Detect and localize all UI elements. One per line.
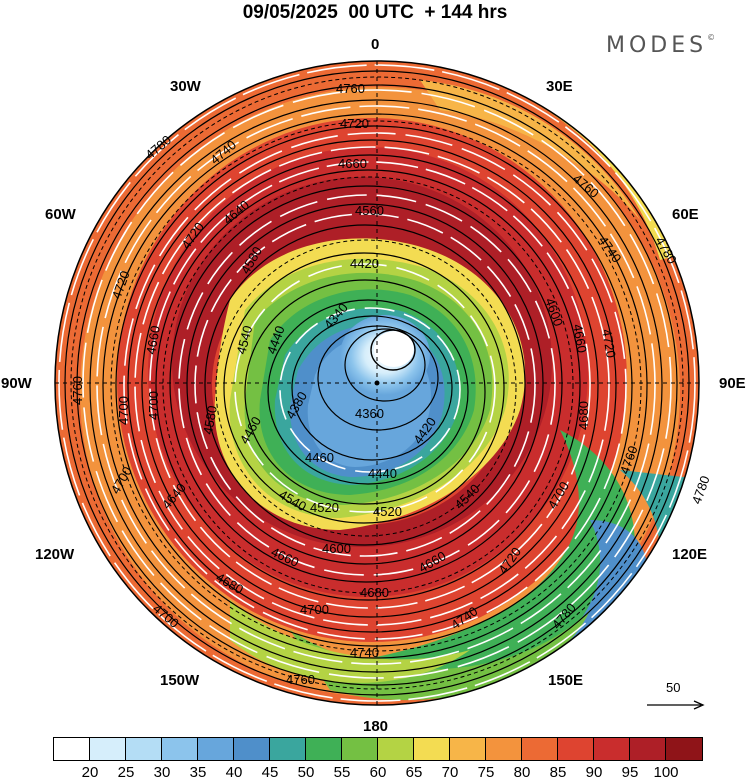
contour-label: 4440 [368, 466, 397, 481]
contour-label: 4740 [350, 645, 379, 660]
contour-label: 4760 [70, 376, 85, 405]
contour-label: 4700 [116, 396, 131, 425]
colorbar-swatch [126, 738, 162, 760]
colorbar-swatch [378, 738, 414, 760]
lon-label-60e: 60E [672, 206, 699, 223]
reference-arrow-icon [647, 700, 705, 710]
colorbar-swatch [54, 738, 90, 760]
contour-label: 4360 [355, 406, 384, 421]
contour-label: 4540 [233, 324, 255, 356]
colorbar-tick-label: 70 [441, 764, 459, 781]
lon-label-90w: 90W [1, 375, 32, 392]
contour-label: 4560 [355, 203, 384, 218]
contour-label: 4680 [360, 585, 389, 600]
contour-label: 4460 [305, 450, 334, 465]
colorbar-ticks: 20 25 30 35 40 45 50 55 60 65 70 75 80 85 90 95 100 [0, 764, 750, 782]
colorbar-swatch [234, 738, 270, 760]
lon-label-30w: 30W [170, 78, 201, 95]
lon-label-120w: 120W [35, 546, 75, 563]
colorbar-swatch [450, 738, 486, 760]
contour-label: 4600 [322, 541, 351, 556]
north-pole-marker [374, 380, 380, 386]
colorbar-tick-label: 30 [153, 764, 171, 781]
brand-name: MODES [606, 33, 708, 58]
colorbar-tick-label: 60 [369, 764, 387, 781]
polar-map: 4760 4720 4780 4740 4660 4640 4560 4760 … [54, 60, 713, 706]
colorbar-swatch [666, 738, 702, 760]
colorbar-swatch [522, 738, 558, 760]
colorbar-tick-label: 20 [81, 764, 99, 781]
colorbar-tick-label: 95 [621, 764, 639, 781]
colorbar-tick-label: 90 [585, 764, 603, 781]
colorbar-swatch [306, 738, 342, 760]
colorbar-swatch [162, 738, 198, 760]
colorbar-tick-label: 50 [297, 764, 315, 781]
map-border [54, 60, 700, 706]
colorbar-tick-label: 80 [513, 764, 531, 781]
colorbar-tick-label: 45 [261, 764, 279, 781]
contour-label: 4760 [286, 672, 315, 687]
lon-label-120e: 120E [672, 546, 708, 563]
colorbar-tick-label: 100 [653, 764, 679, 781]
copyright-mark: © [707, 33, 716, 42]
lon-label-60w: 60W [45, 206, 76, 223]
contour-label: 4700 [300, 602, 329, 617]
contour-label: 4700 [146, 391, 161, 420]
contour-label: 4660 [338, 156, 367, 171]
contour-label: 4420 [350, 256, 379, 271]
contour-label: 4660 [570, 323, 590, 354]
colorbar-swatch [342, 738, 378, 760]
lon-label-30e: 30E [546, 78, 573, 95]
lon-label-150w: 150W [160, 672, 200, 689]
lon-label-90e: 90E [719, 375, 746, 392]
contour-label: 4520 [310, 500, 339, 515]
colorbar-tick-label: 55 [333, 764, 351, 781]
colorbar-swatch [270, 738, 306, 760]
contour-label: 4660 [143, 324, 163, 355]
lon-label-180: 180 [363, 718, 389, 735]
colorbar-swatch [486, 738, 522, 760]
map-title: 09/05/2025 00 UTC + 144 hrs [242, 2, 508, 23]
colorbar-tick-label: 25 [117, 764, 135, 781]
contour-label: 4720 [340, 116, 369, 131]
colorbar-tick-label: 65 [405, 764, 423, 781]
colorbar-tick-label: 40 [225, 764, 243, 781]
colorbar-swatch [414, 738, 450, 760]
colorbar-tick-label: 85 [549, 764, 567, 781]
contour-label: 4580 [200, 404, 220, 435]
colorbar-swatch [594, 738, 630, 760]
colorbar-tick-label: 75 [477, 764, 495, 781]
contour-label: 4680 [576, 401, 591, 430]
brand-logo: MODES© [606, 33, 715, 58]
colorbar-swatch [558, 738, 594, 760]
colorbar-swatch [90, 738, 126, 760]
colorbar [53, 737, 703, 761]
contour-label: 4780 [689, 474, 713, 506]
lon-label-150e: 150E [548, 672, 584, 689]
reference-vector-label: 50 [666, 680, 681, 695]
contour-label: 4720 [599, 328, 619, 359]
contour-label: 4520 [373, 504, 402, 519]
colorbar-swatch [630, 738, 666, 760]
colorbar-tick-label: 35 [189, 764, 207, 781]
contour-label: 4760 [336, 81, 365, 96]
lon-label-0: 0 [371, 36, 380, 53]
colorbar-swatch [198, 738, 234, 760]
